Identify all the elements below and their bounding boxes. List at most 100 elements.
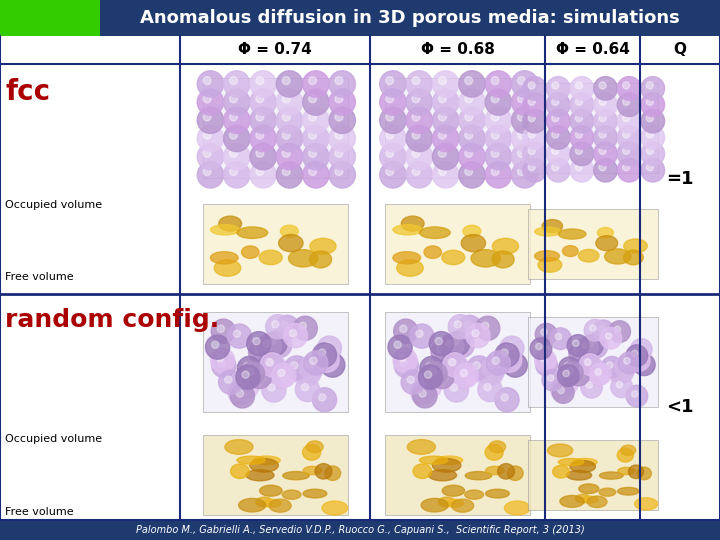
Ellipse shape — [256, 497, 273, 507]
Circle shape — [386, 77, 394, 85]
Circle shape — [647, 131, 653, 138]
Circle shape — [495, 388, 519, 412]
Circle shape — [546, 126, 570, 149]
Circle shape — [584, 359, 590, 365]
Circle shape — [575, 98, 582, 105]
Circle shape — [575, 114, 582, 122]
Circle shape — [615, 356, 636, 378]
Ellipse shape — [465, 490, 484, 500]
Ellipse shape — [578, 249, 599, 262]
Circle shape — [546, 93, 570, 117]
Ellipse shape — [322, 501, 348, 515]
Circle shape — [570, 77, 594, 100]
Circle shape — [282, 167, 290, 176]
Circle shape — [511, 144, 538, 170]
Circle shape — [302, 161, 329, 188]
Circle shape — [575, 340, 597, 362]
Circle shape — [256, 113, 264, 121]
FancyBboxPatch shape — [385, 78, 530, 179]
Circle shape — [406, 144, 433, 170]
Circle shape — [205, 335, 230, 359]
Circle shape — [535, 349, 557, 372]
Circle shape — [563, 370, 570, 377]
Circle shape — [256, 338, 279, 362]
Circle shape — [262, 378, 286, 402]
Circle shape — [296, 366, 303, 373]
Circle shape — [569, 342, 590, 363]
Circle shape — [393, 348, 417, 373]
Circle shape — [424, 371, 432, 379]
Circle shape — [631, 350, 638, 357]
Circle shape — [641, 158, 665, 182]
Circle shape — [647, 98, 653, 105]
Circle shape — [438, 338, 462, 362]
Ellipse shape — [599, 488, 616, 496]
Circle shape — [449, 359, 456, 366]
Circle shape — [606, 333, 612, 339]
Circle shape — [217, 354, 224, 361]
Ellipse shape — [446, 499, 464, 507]
FancyBboxPatch shape — [385, 312, 530, 412]
Circle shape — [577, 337, 598, 359]
Circle shape — [323, 342, 330, 349]
Circle shape — [282, 77, 290, 85]
Circle shape — [641, 77, 665, 100]
Ellipse shape — [575, 494, 590, 503]
Circle shape — [225, 376, 232, 383]
Circle shape — [476, 316, 500, 340]
Circle shape — [552, 147, 559, 154]
Circle shape — [523, 158, 546, 182]
Circle shape — [246, 368, 253, 375]
Ellipse shape — [492, 238, 518, 254]
Circle shape — [451, 338, 459, 345]
Ellipse shape — [485, 466, 505, 475]
Circle shape — [503, 354, 510, 361]
Circle shape — [575, 82, 582, 89]
Circle shape — [412, 77, 420, 85]
Circle shape — [274, 339, 281, 347]
Circle shape — [419, 390, 426, 397]
Circle shape — [599, 131, 606, 138]
Circle shape — [582, 357, 603, 379]
Ellipse shape — [215, 260, 240, 276]
Circle shape — [282, 131, 290, 139]
Ellipse shape — [408, 440, 436, 454]
Circle shape — [503, 353, 527, 377]
Circle shape — [588, 362, 594, 369]
Circle shape — [511, 107, 538, 133]
Circle shape — [379, 144, 406, 170]
Circle shape — [459, 161, 485, 188]
Circle shape — [302, 125, 329, 152]
FancyBboxPatch shape — [528, 317, 657, 407]
Circle shape — [449, 315, 472, 339]
Circle shape — [310, 357, 317, 364]
Text: Palombo M., Gabrielli A., Servedio V.D.P., Ruocco G., Capuani S.,  Scientific Re: Palombo M., Gabrielli A., Servedio V.D.P… — [135, 525, 585, 535]
Circle shape — [321, 354, 328, 361]
Circle shape — [275, 315, 300, 340]
Circle shape — [278, 369, 285, 376]
Circle shape — [509, 359, 516, 366]
Circle shape — [233, 330, 240, 338]
Circle shape — [276, 125, 302, 152]
Circle shape — [641, 93, 665, 117]
Circle shape — [438, 167, 446, 176]
Ellipse shape — [570, 461, 595, 472]
Circle shape — [266, 359, 274, 366]
Ellipse shape — [634, 498, 657, 510]
Ellipse shape — [438, 497, 455, 507]
Circle shape — [547, 375, 554, 381]
Ellipse shape — [538, 258, 562, 272]
Circle shape — [444, 344, 451, 351]
Circle shape — [578, 353, 600, 375]
Circle shape — [275, 370, 282, 377]
Circle shape — [250, 125, 276, 152]
FancyBboxPatch shape — [202, 312, 348, 412]
Ellipse shape — [424, 246, 441, 258]
Circle shape — [570, 142, 594, 166]
Circle shape — [456, 339, 464, 347]
Ellipse shape — [279, 234, 303, 252]
Ellipse shape — [588, 496, 607, 508]
Circle shape — [626, 385, 648, 407]
Circle shape — [491, 77, 499, 85]
Circle shape — [406, 89, 433, 116]
